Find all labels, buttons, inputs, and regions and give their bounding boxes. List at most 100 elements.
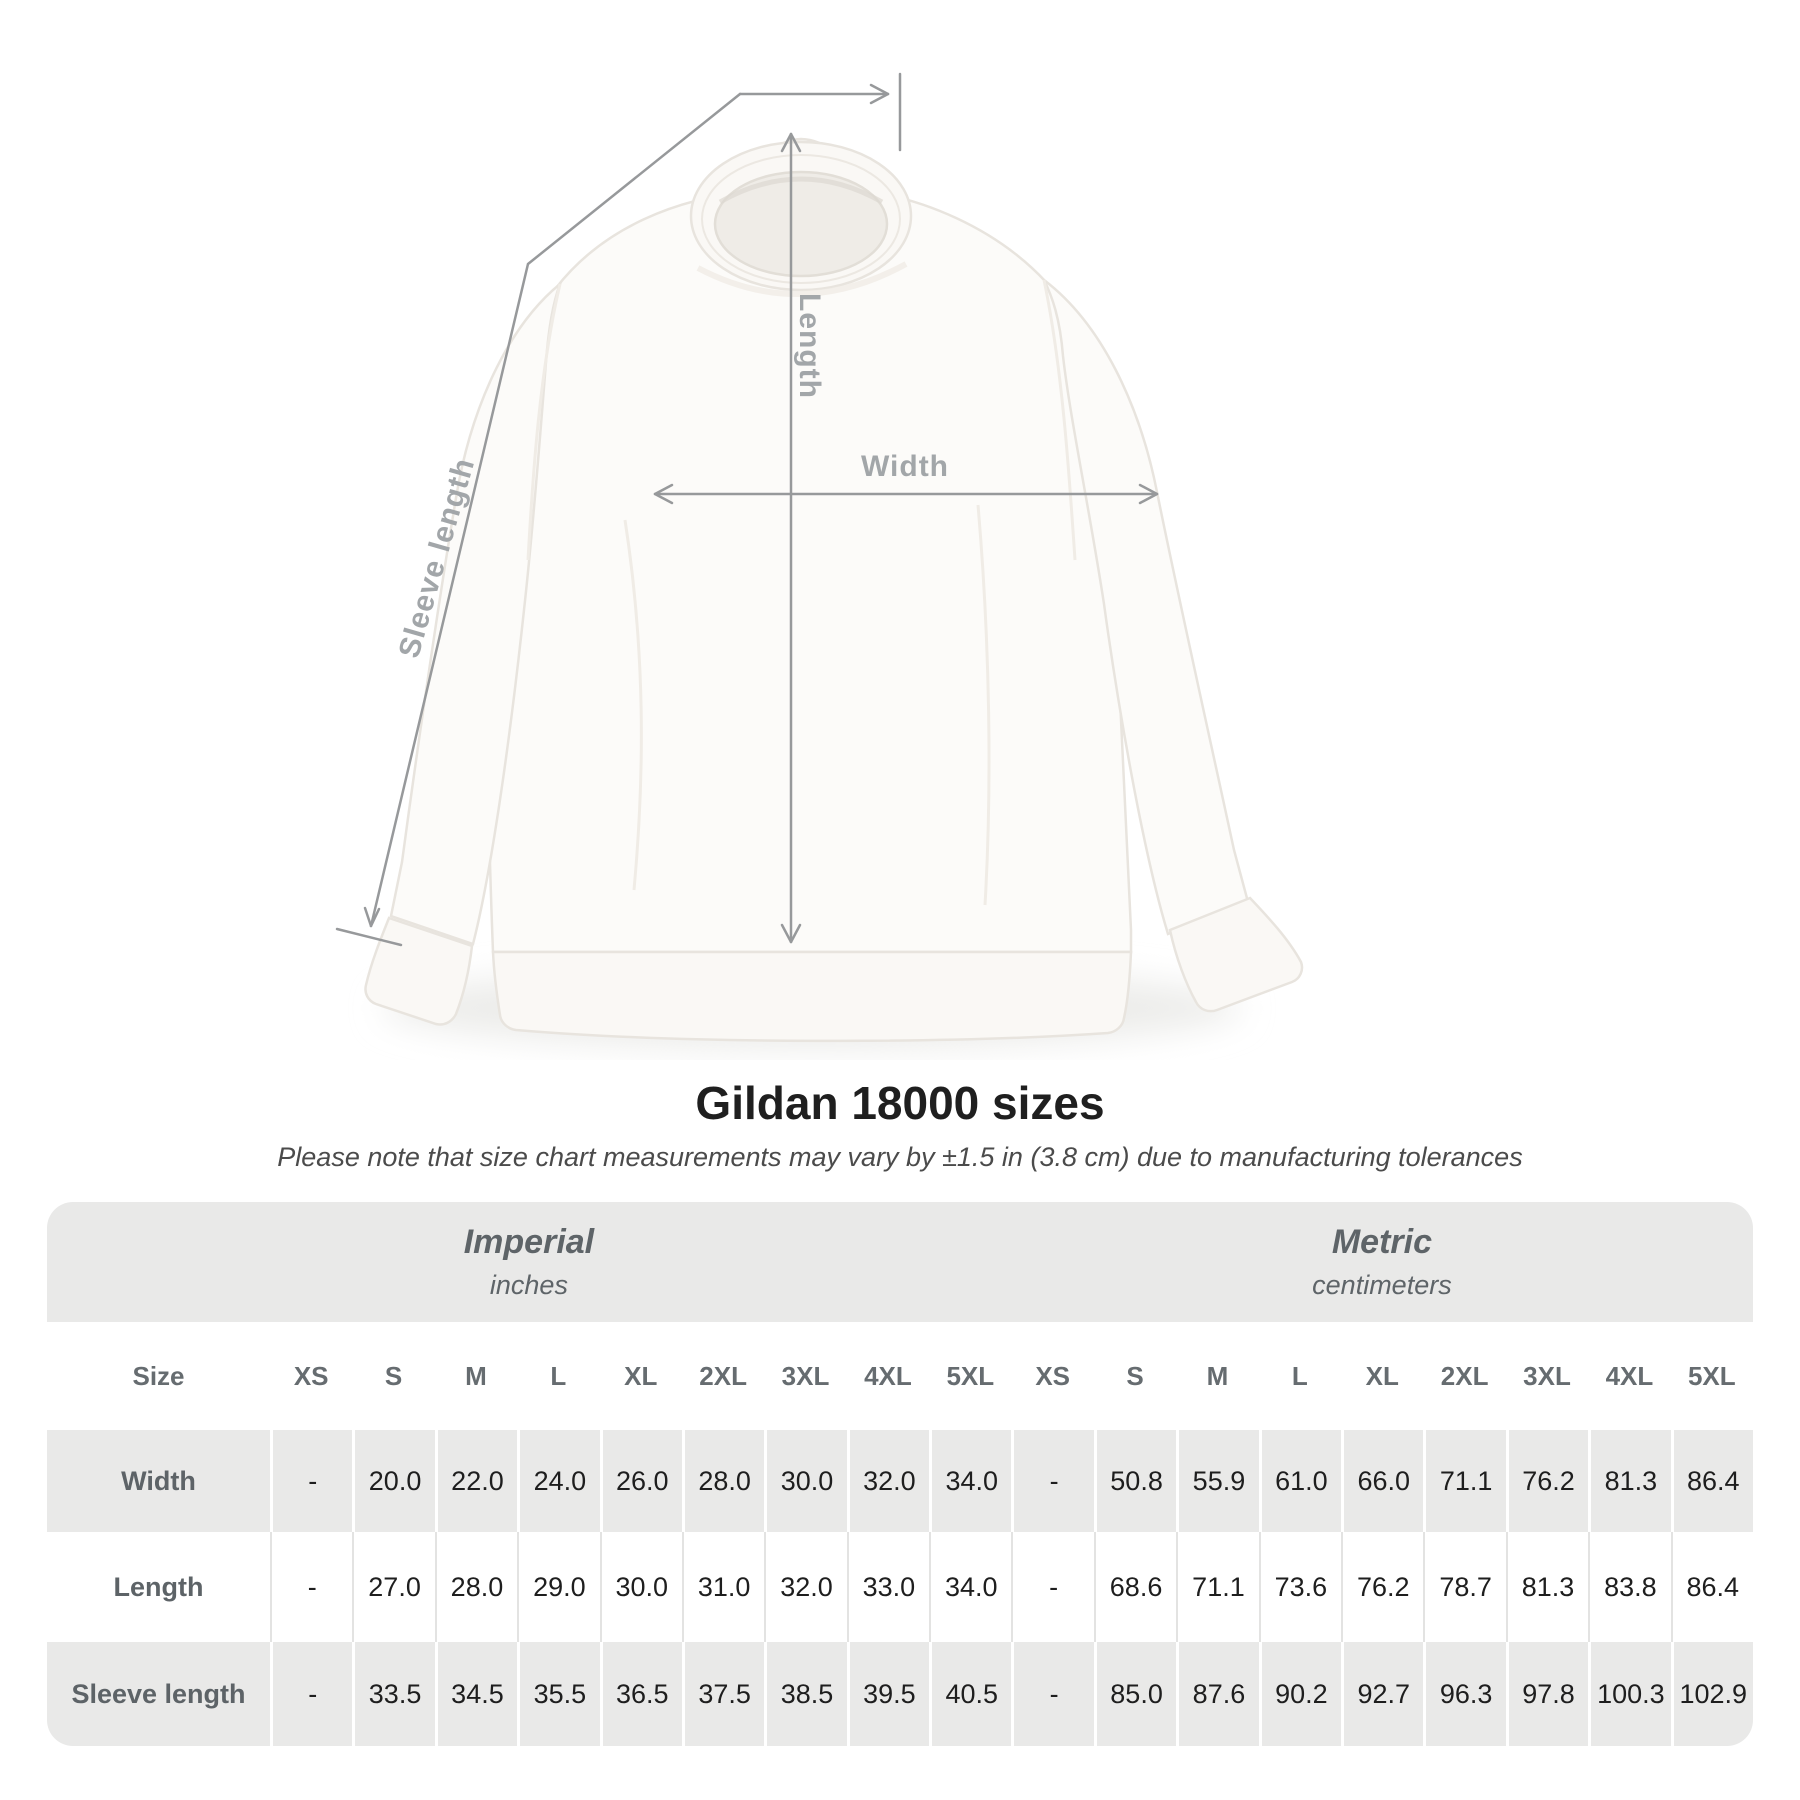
table-cell: 76.2: [1341, 1532, 1423, 1642]
table-cell: 102.9: [1670, 1642, 1753, 1746]
size-header-imperial-m: M: [465, 1360, 487, 1391]
table-cell: 40.5: [929, 1642, 1012, 1746]
table-cell: 39.5: [846, 1642, 930, 1746]
width-measure-label: Width: [860, 450, 950, 483]
tolerance-note: Please note that size chart measurements…: [277, 1142, 1523, 1172]
table-cell: 73.6: [1258, 1532, 1341, 1642]
table-cell: -: [1011, 1430, 1094, 1532]
table-cell: 33.5: [352, 1642, 435, 1746]
table-cell: 34.5: [434, 1642, 518, 1746]
table-cell: -: [270, 1642, 353, 1746]
table-cell: 96.3: [1423, 1642, 1506, 1746]
table-cell: 29.0: [517, 1532, 599, 1642]
table-cell: 86.4: [1670, 1532, 1753, 1642]
table-cell: -: [1011, 1532, 1093, 1642]
sweatshirt-illustration: [335, 72, 1304, 1050]
row-label: Length: [113, 1571, 204, 1602]
table-cell: 20.0: [352, 1430, 435, 1532]
sleeve-measure-line: [369, 92, 742, 928]
table-cell: 32.0: [846, 1430, 930, 1532]
table-cell: 83.8: [1588, 1532, 1670, 1642]
table-cell: 27.0: [352, 1532, 434, 1642]
size-header-metric-4xl: 4XL: [1605, 1360, 1654, 1391]
table-row: Length -27.0 28.0 29.0 30.0 31.0 32.0 33.0 34.0-…: [47, 1532, 1753, 1642]
table-cell: -: [270, 1532, 352, 1642]
table-cell: 33.0: [846, 1532, 929, 1642]
table-cell: 71.1: [1423, 1430, 1506, 1532]
table-cell: 30.0: [599, 1532, 682, 1642]
table-cell: 32.0: [764, 1532, 846, 1642]
table-cell: 81.3: [1505, 1532, 1588, 1642]
page-title: Gildan 18000 sizes: [695, 1077, 1105, 1129]
imperial-label: Imperial: [463, 1223, 595, 1261]
table-cell: 31.0: [681, 1532, 764, 1642]
table-cell: 97.8: [1505, 1642, 1589, 1746]
size-header-imperial-2xl: 2XL: [699, 1360, 747, 1391]
size-header-imperial-5xl: 5XL: [946, 1360, 995, 1391]
table-cell: 86.4: [1670, 1430, 1753, 1532]
table-cell: 30.0: [764, 1430, 847, 1532]
table-cell: 35.5: [517, 1642, 600, 1746]
measurement-lines: [335, 72, 1159, 947]
size-header-imperial-3xl: 3XL: [781, 1360, 830, 1391]
length-measure-label: Length: [793, 293, 826, 399]
size-header-metric-s: S: [1126, 1360, 1144, 1391]
size-header-row: Size XS S M L XL 2XL 3XL 4XL 5XL XS S M L XL 2XL 3XL 4XL 5…: [47, 1322, 1753, 1430]
size-header-imperial-l: L: [550, 1360, 567, 1391]
size-header-metric-2xl: 2XL: [1440, 1360, 1489, 1391]
size-header-metric-m: M: [1206, 1360, 1229, 1391]
table-cell: 76.2: [1505, 1430, 1589, 1532]
table-cell: 50.8: [1093, 1430, 1177, 1532]
table-row: Width -20.0 22.0 24.0 26.0 28.0 30.0 32.0 34.0-5…: [47, 1430, 1753, 1532]
garment-shape: [364, 137, 1304, 1043]
table-cell: 28.0: [434, 1532, 517, 1642]
table-cell: 100.3: [1588, 1642, 1671, 1746]
table-row: Sleeve length -33.5 34.5 35.5 36.5 37.5 38.5 39…: [47, 1642, 1753, 1746]
size-header-imperial-xl: XL: [624, 1360, 658, 1391]
row-label: Width: [47, 1430, 270, 1532]
table-cell: 66.0: [1341, 1430, 1424, 1532]
garment-fold-lines: [526, 154, 1077, 906]
row-label: Sleeve length: [47, 1642, 270, 1746]
size-header-metric-xs: XS: [1035, 1360, 1071, 1391]
metric-group-header: Metric centimeters: [1011, 1202, 1753, 1322]
table-cell: 85.0: [1093, 1642, 1177, 1746]
table-cell: 26.0: [599, 1430, 682, 1532]
size-header-imperial-s: S: [384, 1360, 403, 1391]
table-cell: 37.5: [681, 1642, 765, 1746]
table-cell: 90.2: [1258, 1642, 1342, 1746]
unit-group-header-row: Imperial inches Metric centimeters: [47, 1202, 1753, 1322]
table-cell: 36.5: [599, 1642, 682, 1746]
table-cell: 34.0: [929, 1532, 1011, 1642]
size-header-metric-3xl: 3XL: [1523, 1360, 1571, 1391]
table-cell: 92.7: [1341, 1642, 1424, 1746]
metric-unit-label: centimeters: [1312, 1270, 1452, 1300]
table-cell: 78.7: [1423, 1532, 1505, 1642]
table-cell: 22.0: [434, 1430, 518, 1532]
size-header-metric-5xl: 5XL: [1687, 1360, 1736, 1391]
table-cell: 38.5: [764, 1642, 847, 1746]
table-cell: -: [1011, 1642, 1094, 1746]
imperial-group-header: Imperial inches: [47, 1202, 1011, 1322]
table-cell: 68.6: [1093, 1532, 1176, 1642]
size-header-metric-l: L: [1291, 1360, 1308, 1391]
table-cell: 81.3: [1588, 1430, 1671, 1532]
table-cell: 55.9: [1176, 1430, 1259, 1532]
table-cell: 87.6: [1176, 1642, 1259, 1746]
table-cell: 24.0: [517, 1430, 600, 1532]
size-column-header: Size: [132, 1360, 185, 1391]
metric-label: Metric: [1331, 1223, 1432, 1261]
size-header-imperial-4xl: 4XL: [864, 1360, 912, 1391]
table-cell: 28.0: [681, 1430, 765, 1532]
sleeve-measure-tick: [335, 927, 403, 947]
table-cell: 71.1: [1176, 1532, 1258, 1642]
table-cell: 61.0: [1258, 1430, 1342, 1532]
size-header-imperial-xs: XS: [293, 1360, 329, 1391]
size-table-body: Width -20.0 22.0 24.0 26.0 28.0 30.0 32.0 34.0-5…: [47, 1430, 1753, 1746]
size-header-metric-xl: XL: [1365, 1360, 1399, 1391]
sweatshirt-diagram: Length Width Sleeve length: [335, 72, 1304, 1050]
table-cell: -: [270, 1430, 353, 1532]
imperial-unit-label: inches: [489, 1270, 568, 1300]
size-table: Imperial inches Metric centimeters Size X…: [47, 1202, 1753, 1746]
